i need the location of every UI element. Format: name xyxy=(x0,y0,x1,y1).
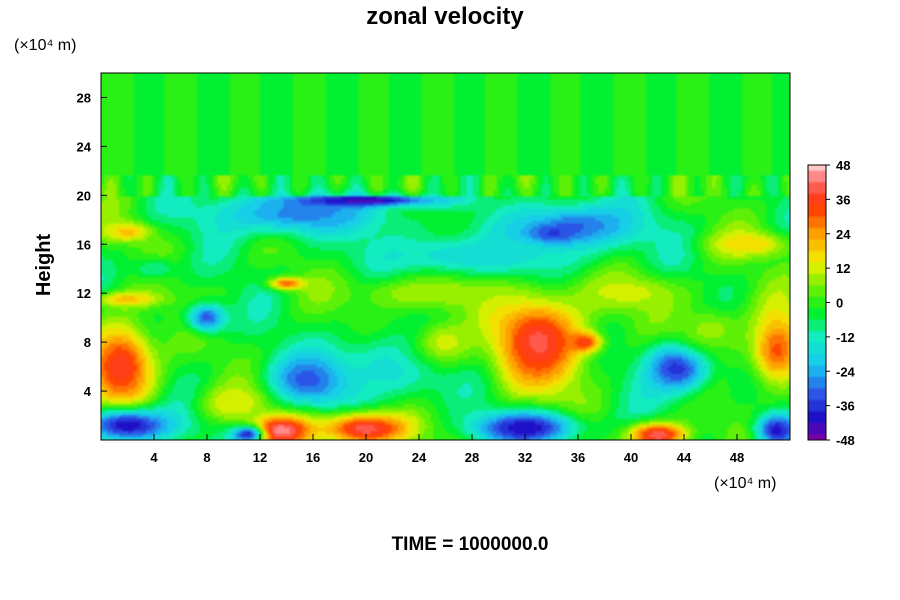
x-tick-label: 24 xyxy=(412,450,427,465)
y-tick-label: 16 xyxy=(77,237,91,252)
y-tick-label: 20 xyxy=(77,188,91,203)
colorbar-ticks: 48 36 24 12 0 -12 -24 -36 -48 xyxy=(826,158,856,448)
x-tick-label: 48 xyxy=(730,450,744,465)
colorbar-tick-label: 0 xyxy=(836,296,843,311)
y-tick-label: 28 xyxy=(77,90,91,105)
time-label: TIME = 1000000.0 xyxy=(392,534,549,555)
colorbar-tick-label: -48 xyxy=(836,433,855,448)
y-axis-unit: (×10⁴ m) xyxy=(14,37,76,54)
colorbar-tick-label: 24 xyxy=(836,227,851,242)
x-tick-label: 12 xyxy=(253,450,267,465)
colorbar-tick-label: 36 xyxy=(836,192,850,207)
plot-frame xyxy=(100,72,791,441)
chart-title: zonal velocity xyxy=(366,3,524,30)
colorbar-tick-label: -24 xyxy=(836,364,856,379)
x-tick-label: 28 xyxy=(465,450,479,465)
zonal-velocity-field xyxy=(101,73,790,440)
x-tick-label: 36 xyxy=(571,450,585,465)
colorbar-tick-label: -12 xyxy=(836,330,855,345)
colorbar-tick-label: 12 xyxy=(836,261,850,276)
x-tick-label: 40 xyxy=(624,450,638,465)
x-tick-label: 44 xyxy=(677,450,692,465)
x-tick-label: 20 xyxy=(359,450,373,465)
y-tick-label: 8 xyxy=(84,335,91,350)
y-tick-label: 12 xyxy=(77,286,91,301)
y-axis-label: Height xyxy=(33,234,55,297)
x-tick-label: 32 xyxy=(518,450,532,465)
colorbar-tick-label: -36 xyxy=(836,399,855,414)
x-tick-label: 4 xyxy=(150,450,158,465)
y-tick-label: 4 xyxy=(84,384,92,399)
x-axis-unit: (×10⁴ m) xyxy=(714,475,776,492)
plot-area xyxy=(100,72,791,441)
colorbar: 48 36 24 12 0 -12 -24 -36 -48 xyxy=(807,158,856,448)
y-axis-ticks: 4 8 12 16 20 24 28 xyxy=(77,90,107,399)
colorbar-tick-label: 48 xyxy=(836,158,850,173)
y-tick-label: 24 xyxy=(77,139,92,154)
x-axis-ticks: 4 8 12 16 20 24 28 32 36 40 44 48 xyxy=(150,434,744,465)
x-tick-label: 16 xyxy=(306,450,320,465)
x-tick-label: 8 xyxy=(203,450,210,465)
colorbar-gradient xyxy=(808,165,826,440)
